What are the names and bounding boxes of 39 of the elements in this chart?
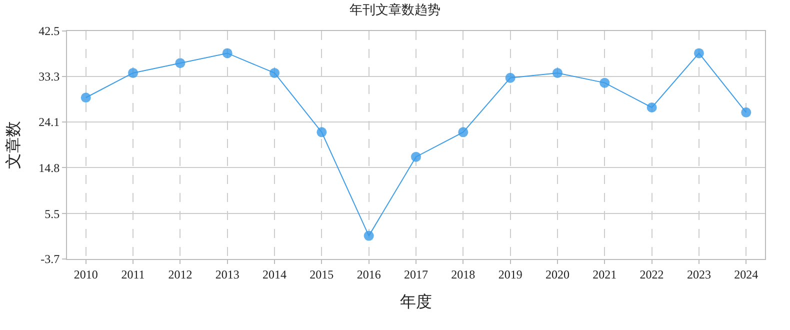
point <box>600 78 610 88</box>
y-tick-label: 5.5 <box>44 206 60 221</box>
point <box>316 127 327 138</box>
y-axis-title: 文章数 <box>4 121 22 169</box>
point <box>458 127 468 138</box>
x-tick-label: 2012 <box>168 267 192 282</box>
x-tick-label: 2021 <box>592 267 617 282</box>
x-tick-label: 2017 <box>404 267 428 282</box>
point <box>270 68 280 78</box>
point <box>364 230 374 241</box>
x-tick-label: 2011 <box>121 267 145 282</box>
y-tick-label: 42.5 <box>38 24 60 38</box>
x-tick-label: 2022 <box>640 267 664 282</box>
point <box>80 92 91 103</box>
x-tick-label: 2016 <box>356 267 381 282</box>
chart-title: 年刊文章数趋势 <box>350 2 440 18</box>
x-tick-label: 2015 <box>310 267 334 282</box>
x-axis-title: 年度 <box>400 293 432 312</box>
x-tick-label: 2018 <box>451 267 476 282</box>
point <box>694 48 704 58</box>
y-tick-label: 14.8 <box>38 160 60 175</box>
point <box>741 107 752 118</box>
point <box>128 68 138 78</box>
x-tick-label: 2013 <box>215 267 240 282</box>
y-tick-label: -3.7 <box>40 252 60 266</box>
point <box>552 68 562 78</box>
point <box>505 72 516 83</box>
point <box>175 58 186 68</box>
x-tick-label: 2010 <box>74 267 98 282</box>
y-tick-label: 33.3 <box>38 70 60 84</box>
x-tick-label: 2023 <box>686 267 711 282</box>
x-tick-label: 2014 <box>262 267 287 282</box>
x-tick-label: 2019 <box>498 267 522 282</box>
x-tick-label: 2020 <box>545 267 570 282</box>
y-tick-label: 24.1 <box>38 115 60 130</box>
point <box>646 102 657 112</box>
point <box>411 152 421 162</box>
point <box>222 48 232 58</box>
x-tick-label: 2024 <box>734 267 758 282</box>
